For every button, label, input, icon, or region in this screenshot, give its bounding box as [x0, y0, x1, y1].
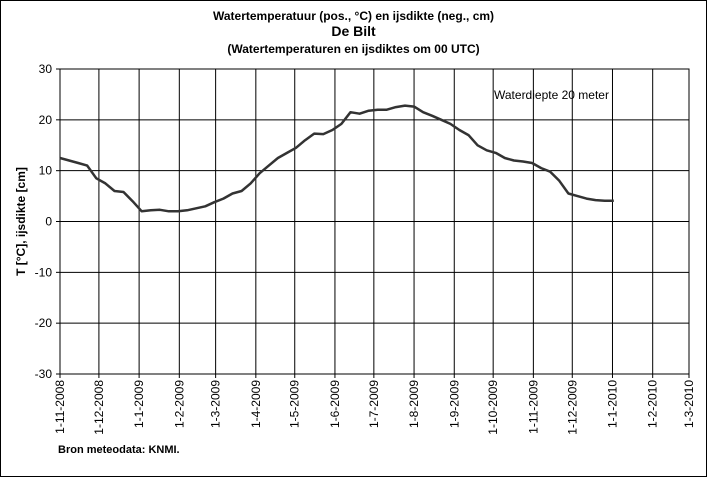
x-tick-label: 1-12-2008 [92, 380, 106, 435]
x-tick-label: 1-11-2009 [526, 380, 540, 434]
chart-subtitle-location: De Bilt [331, 23, 376, 39]
chart-subtitle-note: (Watertemperaturen en ijsdiktes om 00 UT… [227, 42, 480, 56]
x-tick-label: 1-8-2009 [407, 380, 421, 428]
y-tick-label: 30 [39, 62, 53, 76]
y-tick-label: 0 [45, 215, 52, 229]
x-tick-label: 1-3-2009 [209, 380, 223, 428]
x-tick-label: 1-5-2009 [288, 380, 302, 428]
series-line [59, 104, 614, 213]
y-axis-label: T [°C], ijsdikte [cm] [14, 167, 28, 276]
x-tick-label: 1-2-2009 [172, 380, 186, 428]
x-tick-label: 1-10-2009 [486, 380, 500, 435]
x-tick-label: 1-4-2009 [249, 380, 263, 428]
chart-title: Watertemperatuur (pos., °C) en ijsdikte … [212, 9, 495, 23]
x-tick-label: 1-7-2009 [367, 380, 381, 428]
x-tick-label: 1-11-2008 [53, 380, 67, 434]
x-tick-label: 1-9-2009 [447, 380, 461, 428]
y-tick-label: -30 [35, 367, 53, 381]
y-tick-label: 20 [39, 113, 53, 127]
y-tick-label: 10 [39, 164, 53, 178]
chart-annotation: Waterdiepte 20 meter [494, 88, 609, 102]
y-tick-label: -10 [35, 265, 53, 279]
y-tick-label: -20 [35, 316, 53, 330]
x-tick-label: 1-1-2010 [605, 380, 619, 428]
x-tick-label: 1-12-2009 [565, 380, 579, 435]
x-tick-label: 1-1-2009 [132, 380, 146, 428]
data-source-note: Bron meteodata: KNMI. [58, 444, 180, 456]
x-tick-label: 1-6-2009 [328, 380, 342, 428]
x-tick-label: 1-3-2010 [682, 380, 696, 428]
x-tick-label: 1-2-2010 [646, 380, 660, 428]
